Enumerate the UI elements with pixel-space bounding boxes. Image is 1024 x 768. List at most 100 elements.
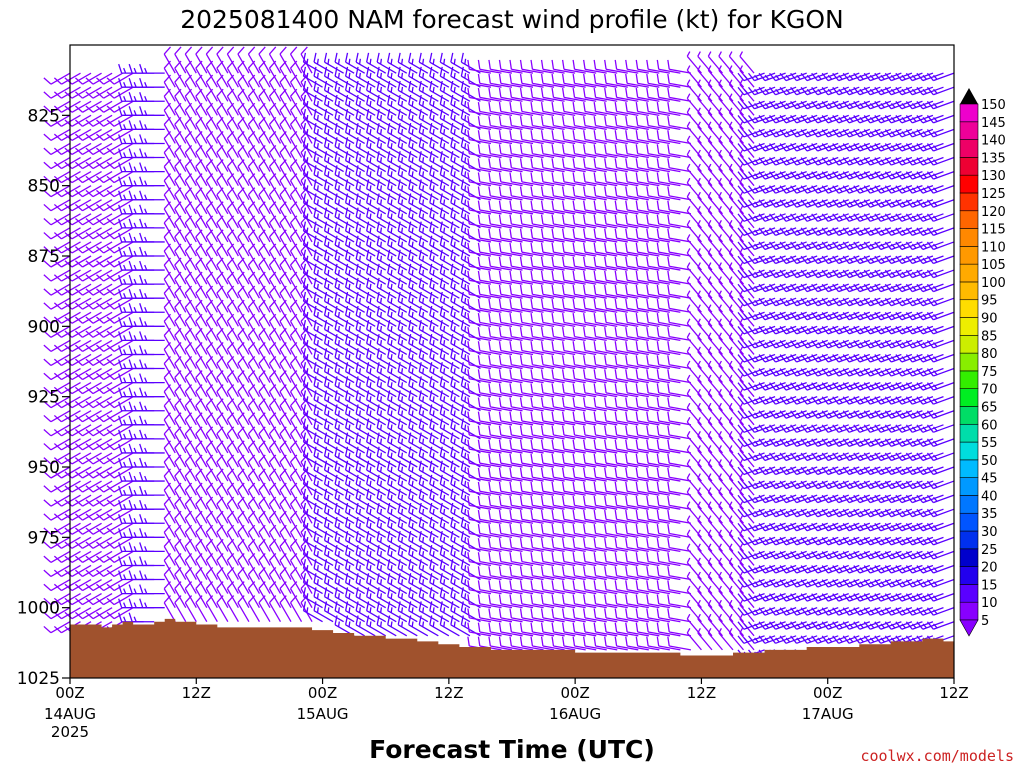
- wind-barb-staff: [113, 72, 134, 85]
- wind-barb-half-flag: [358, 494, 362, 501]
- wind-barb: [74, 142, 102, 156]
- wind-barb-flag: [43, 175, 52, 184]
- wind-barb-flag: [53, 541, 62, 549]
- wind-barb-half-flag: [369, 143, 372, 149]
- wind-barb-flag: [74, 358, 83, 366]
- wind-barb: [53, 311, 81, 324]
- wind-barb-staff: [71, 452, 92, 465]
- wind-barb-staff: [50, 100, 71, 113]
- wind-barb-half-flag: [348, 129, 351, 135]
- wind-barb: [43, 142, 71, 156]
- wind-barb-half-flag: [306, 522, 309, 529]
- wind-barb-flag: [106, 429, 115, 437]
- wind-barb-half-flag: [369, 579, 372, 585]
- wind-barb-staff: [103, 128, 123, 141]
- wind-barb-staff: [92, 536, 113, 549]
- wind-barb-half-flag: [337, 100, 340, 107]
- wind-barb-half-flag: [327, 297, 330, 304]
- wind-barb-staff: [113, 255, 134, 268]
- wind-barb-half-flag: [348, 143, 351, 149]
- wind-barb-half-flag: [380, 129, 383, 135]
- wind-barb-flag: [85, 203, 94, 212]
- wind-barb-flag: [85, 429, 94, 437]
- wind-barb-half-flag: [348, 410, 351, 416]
- wind-barb-staff: [71, 325, 92, 338]
- wind-barb-half-flag: [316, 480, 319, 487]
- wind-barb-flag: [96, 91, 104, 99]
- wind-barb-half-flag: [348, 494, 351, 501]
- wind-barb-half-flag: [390, 410, 393, 416]
- wind-barb-half-flag: [337, 185, 340, 191]
- wind-barb-half-flag: [422, 494, 425, 501]
- wind-barb-flag: [64, 499, 73, 507]
- wind-barb: [64, 339, 92, 352]
- wind-barb-half-flag: [411, 325, 414, 332]
- wind-barb-flag: [128, 528, 133, 538]
- wind-barb-staff: [50, 396, 71, 409]
- wind-barb-staff: [61, 466, 81, 479]
- wind-barb-flag: [64, 218, 73, 226]
- wind-barb: [74, 325, 102, 338]
- wind-barb-staff: [50, 480, 71, 493]
- wind-barb-half-flag: [327, 325, 330, 332]
- wind-barb-staff: [71, 86, 92, 99]
- wind-barb: [85, 297, 113, 310]
- wind-barb-staff: [113, 564, 134, 578]
- wind-barb-flag: [43, 457, 52, 465]
- wind-barb-flag: [128, 542, 133, 552]
- wind-barb-half-flag: [348, 58, 351, 65]
- wind-barb: [106, 255, 134, 268]
- wind-barb-half-flag: [133, 546, 137, 552]
- wind-barb-half-flag: [390, 227, 393, 234]
- wind-barb-flag: [53, 260, 62, 268]
- wind-barb-flag: [106, 372, 115, 381]
- wind-barb-half-flag: [133, 222, 137, 229]
- wind-barb-half-flag: [411, 522, 414, 529]
- wind-barb-staff: [71, 536, 92, 549]
- wind-barb-staff: [113, 142, 134, 156]
- wind-barb-staff: [113, 297, 134, 310]
- wind-barb-staff: [50, 382, 71, 395]
- wind-barb: [64, 367, 92, 381]
- wind-barb-staff: [92, 494, 113, 507]
- wind-barb: [53, 424, 81, 437]
- wind-barb-half-flag: [123, 433, 127, 440]
- wind-barb-half-flag: [422, 72, 425, 79]
- wind-barb: [53, 171, 81, 184]
- wind-barb: [74, 283, 102, 296]
- wind-barb: [43, 424, 71, 437]
- wind-barb-half-flag: [337, 297, 340, 304]
- wind-barb-staff: [71, 494, 92, 507]
- wind-barb: [85, 494, 113, 507]
- wind-barb-half-flag: [348, 396, 351, 402]
- wind-barb: [43, 171, 71, 184]
- wind-barb: [74, 522, 102, 535]
- wind-barb-flag: [106, 414, 115, 423]
- wind-barb-staff: [103, 199, 123, 212]
- wind-barb-half-flag: [348, 593, 351, 599]
- wind-barb-half-flag: [123, 180, 127, 186]
- wind-barb-half-flag: [358, 199, 362, 205]
- wind-barb-flag: [64, 105, 73, 113]
- wind-barb-half-flag: [401, 340, 404, 346]
- wind-barb: [43, 550, 71, 563]
- wind-barb-flag: [96, 471, 104, 479]
- wind-barb-half-flag: [369, 508, 372, 515]
- wind-barb: [43, 353, 71, 367]
- wind-barb-half-flag: [133, 124, 137, 130]
- wind-barb-flag: [64, 555, 73, 563]
- wind-barb-half-flag: [144, 96, 148, 102]
- wind-barb: [53, 396, 81, 409]
- wind-barb-half-flag: [422, 354, 425, 360]
- wind-barb-half-flag: [327, 579, 330, 585]
- wind-barb-staff: [61, 199, 81, 212]
- wind-barb-flag: [128, 246, 133, 257]
- wind-barb: [85, 255, 113, 268]
- wind-barb: [43, 269, 71, 282]
- wind-barb-flag: [43, 133, 52, 141]
- wind-barb-flag: [128, 471, 133, 482]
- wind-barb-staff: [82, 311, 102, 324]
- wind-barb-flag: [53, 105, 62, 113]
- wind-barb-staff: [71, 424, 92, 437]
- wind-barb-staff: [113, 452, 134, 465]
